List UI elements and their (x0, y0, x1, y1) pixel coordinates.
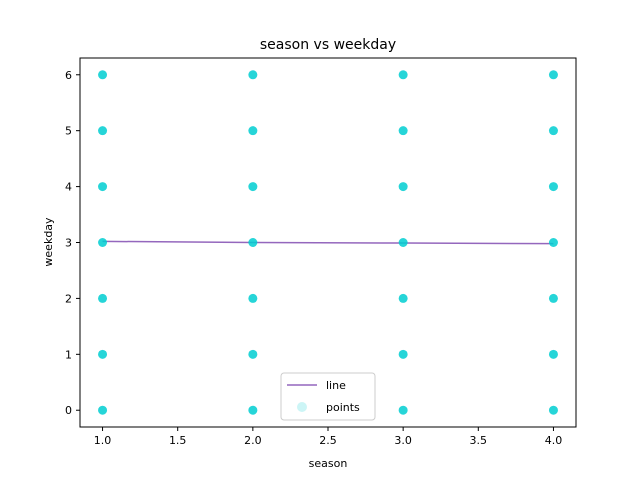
plot-area (98, 70, 558, 415)
scatter-point (548, 293, 558, 303)
y-tick-label: 3 (65, 237, 72, 250)
y-tick-label: 2 (65, 292, 72, 305)
scatter-point (548, 182, 558, 192)
legend: line points (280, 372, 376, 421)
chart-title: season vs weekday (260, 37, 396, 53)
scatter-point (548, 70, 558, 80)
scatter-point (98, 238, 108, 247)
scatter-point (548, 238, 558, 247)
scatter-point (398, 293, 408, 303)
y-axis-ticks: 0 1 2 3 4 5 6 (65, 69, 80, 417)
y-tick-label: 0 (65, 404, 72, 417)
legend-label-points: points (326, 401, 360, 414)
y-tick-label: 6 (65, 69, 72, 82)
scatter-point (248, 238, 258, 247)
scatter-point (98, 70, 108, 80)
scatter-point (98, 182, 108, 192)
scatter-point (248, 349, 258, 359)
scatter-point (548, 405, 558, 415)
x-tick-label: 3.5 (470, 434, 488, 447)
x-tick-label: 1.0 (94, 434, 112, 447)
scatter-point (398, 182, 408, 192)
y-tick-label: 1 (65, 348, 72, 361)
scatter-point (248, 70, 258, 80)
y-axis-label: weekday (42, 217, 55, 267)
legend-points-swatch (297, 402, 307, 412)
x-tick-label: 2.5 (319, 434, 337, 447)
x-axis-ticks: 1.0 1.5 2.0 2.5 3.0 3.5 4.0 (94, 427, 562, 447)
scatter-point (248, 126, 258, 136)
x-tick-label: 4.0 (545, 434, 563, 447)
scatter-point (248, 293, 258, 303)
scatter-point (548, 349, 558, 359)
series-line (102, 240, 554, 245)
x-tick-label: 2.0 (244, 434, 262, 447)
x-axis-label: season (309, 457, 348, 470)
scatter-point (398, 405, 408, 415)
scatter-point (248, 182, 258, 192)
y-tick-label: 4 (65, 181, 72, 194)
scatter-point (98, 126, 108, 136)
scatter-point (548, 126, 558, 136)
scatter-point (398, 238, 408, 247)
x-tick-label: 3.0 (394, 434, 412, 447)
scatter-point (398, 70, 408, 80)
legend-label-line: line (326, 379, 346, 392)
scatter-point (98, 349, 108, 359)
scatter-point (248, 405, 258, 415)
x-tick-label: 1.5 (169, 434, 187, 447)
scatter-point (98, 405, 108, 415)
scatter-point (98, 293, 108, 303)
scatter-point (398, 126, 408, 136)
scatter-point (398, 349, 408, 359)
y-tick-label: 5 (65, 125, 72, 138)
